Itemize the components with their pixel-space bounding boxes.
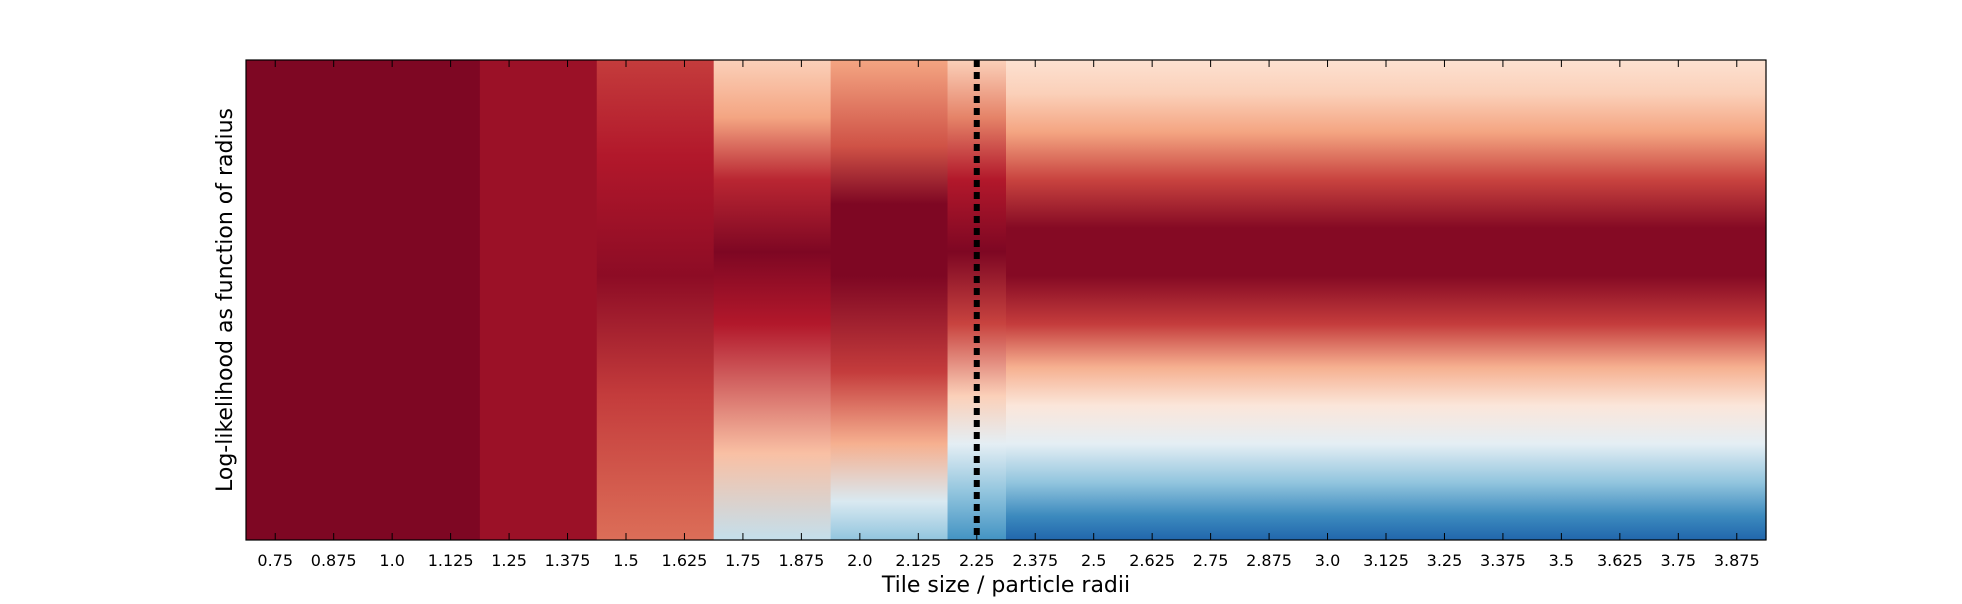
x-tick-label: 2.625 bbox=[1129, 551, 1175, 570]
x-tick-label: 1.125 bbox=[428, 551, 474, 570]
x-tick-label: 3.5 bbox=[1549, 551, 1574, 570]
x-tick-label: 2.75 bbox=[1193, 551, 1229, 570]
x-tick-label: 2.25 bbox=[959, 551, 995, 570]
heatmap-column bbox=[830, 60, 949, 540]
heatmap-column bbox=[246, 60, 481, 540]
x-axis-label: Tile size / particle radii bbox=[881, 573, 1130, 598]
x-tick-label: 1.5 bbox=[613, 551, 638, 570]
x-tick-label: 1.625 bbox=[662, 551, 708, 570]
heatmap-column bbox=[479, 60, 598, 540]
x-tick-label: 1.375 bbox=[545, 551, 591, 570]
x-tick-label: 3.375 bbox=[1480, 551, 1526, 570]
x-tick-label: 3.875 bbox=[1714, 551, 1760, 570]
x-tick-label: 0.875 bbox=[311, 551, 357, 570]
x-tick-label: 3.625 bbox=[1597, 551, 1643, 570]
x-tick-label: 1.25 bbox=[491, 551, 527, 570]
heatmap-column bbox=[596, 60, 715, 540]
x-tick-label: 3.25 bbox=[1427, 551, 1463, 570]
x-tick-label: 2.5 bbox=[1081, 551, 1106, 570]
x-tick-label: 1.75 bbox=[725, 551, 761, 570]
x-tick-label: 2.875 bbox=[1246, 551, 1292, 570]
x-tick-label: 3.0 bbox=[1315, 551, 1340, 570]
plot-frame bbox=[245, 59, 1767, 541]
x-tick-label: 2.0 bbox=[847, 551, 872, 570]
heatmap-column bbox=[1006, 60, 1767, 540]
x-tick-label: 2.125 bbox=[895, 551, 941, 570]
x-tick-label: 0.75 bbox=[257, 551, 293, 570]
heatmap-column bbox=[713, 60, 832, 540]
x-tick-label: 2.375 bbox=[1012, 551, 1058, 570]
x-tick-label: 3.75 bbox=[1660, 551, 1696, 570]
x-tick-label: 1.875 bbox=[778, 551, 824, 570]
x-tick-label: 1.0 bbox=[379, 551, 404, 570]
x-tick-label: 3.125 bbox=[1363, 551, 1409, 570]
y-axis-label: Log-likelihood as function of radius bbox=[213, 108, 238, 492]
heatmap-cells bbox=[246, 60, 1767, 540]
x-axis-ticks: 0.75 0.875 1.0 1.125 1.25 1.375 1.5 1.625 1.75 1.… bbox=[257, 60, 1760, 570]
